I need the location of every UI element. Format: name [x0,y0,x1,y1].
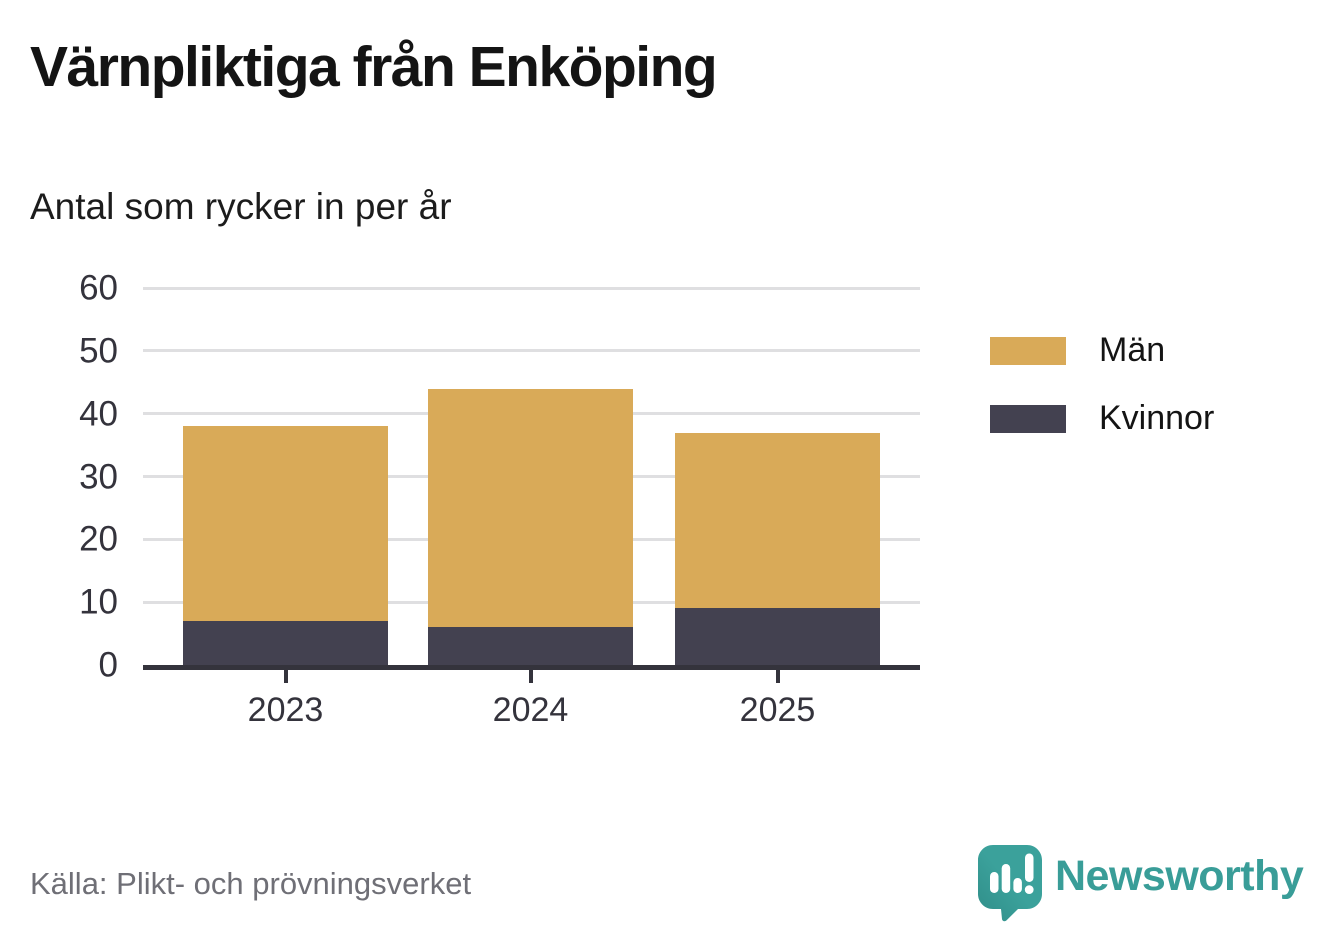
y-tick-label-20: 20 [79,519,118,559]
bar-2023-män [183,426,388,622]
y-tick-label-60: 60 [79,268,118,308]
x-tick-label-2024: 2024 [492,691,569,729]
y-tick-label-50: 50 [79,331,118,371]
y-tick-label-0: 0 [98,645,118,685]
x-tick-2023 [283,670,288,683]
legend-swatch-men [990,336,1066,365]
x-tick-label-2025: 2025 [739,691,816,729]
x-tick-label-2023: 2023 [247,691,324,729]
legend-item-women: Kvinnor [990,399,1214,438]
gridline-60 [143,286,920,290]
x-axis: 2023 2024 2025 [143,693,920,733]
newsworthy-logo-icon [978,845,1042,922]
legend-label-men: Män [1099,331,1166,369]
y-tick-label-30: 30 [79,457,118,496]
logo-bar-2 [1001,864,1011,893]
bar-2025 [675,432,880,665]
logo-exclamation-bar [1025,853,1034,882]
brand: Newsworthy [978,845,1304,922]
x-tick-2024 [528,670,533,683]
x-tick-2025 [775,670,780,683]
source-note: Källa: Plikt- och prövningsverket [30,866,472,901]
bar-2025-män [675,432,880,609]
bar-2023-kvinnor [183,621,388,665]
chart-subtitle: Antal som rycker in per år [30,186,452,227]
x-axis-line [143,665,920,670]
gridline-50 [143,349,920,353]
bar-2024-män [428,388,633,628]
legend-item-men: Män [990,331,1214,370]
y-tick-label-10: 10 [79,582,118,622]
y-tick-label-40: 40 [79,394,118,434]
logo-bar-3 [1013,878,1022,893]
legend-swatch-women [990,404,1066,433]
bar-2023 [183,426,388,665]
bar-2024 [428,388,633,665]
logo-bar-1 [990,872,999,893]
logo-exclamation-dot [1024,885,1034,894]
legend-label-women: Kvinnor [1099,399,1215,437]
bar-2025-kvinnor [675,608,880,665]
legend: Män Kvinnor [990,331,1214,438]
plot-area [143,286,920,683]
brand-name: Newsworthy [1055,852,1304,900]
chart-title: Värnpliktiga från Enköping [30,35,718,99]
bar-2024-kvinnor [428,627,633,665]
y-axis: 0 10 20 30 40 50 60 [30,271,118,683]
